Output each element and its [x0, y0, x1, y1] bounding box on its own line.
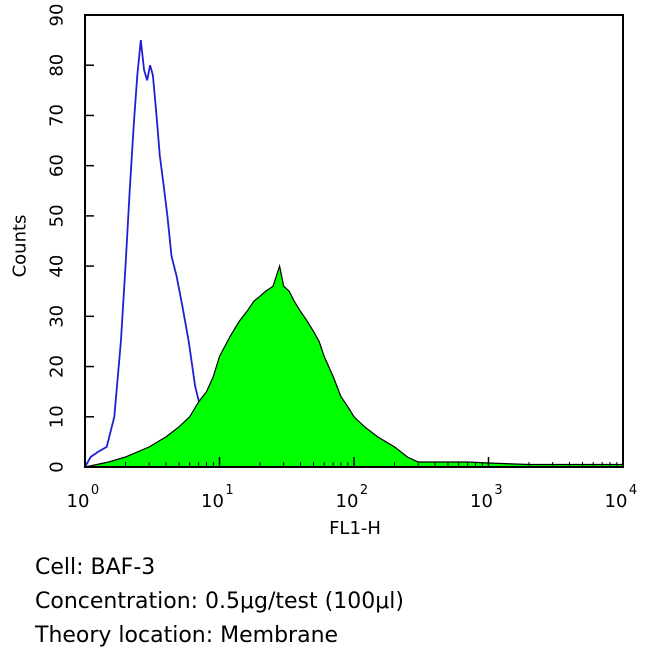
location-label: Theory location: Membrane: [35, 623, 339, 648]
x-tick-exponent: 1: [225, 483, 233, 498]
series-1-area: [85, 266, 623, 467]
y-tick-label: 40: [47, 255, 68, 278]
y-tick-label: 90: [47, 4, 68, 27]
x-tick-label: 10: [605, 491, 628, 512]
y-tick-label: 10: [47, 405, 68, 428]
x-tick-label: 10: [67, 491, 90, 512]
series-1-edge: [84, 263, 623, 468]
cell-label: Cell: BAF-3: [35, 555, 156, 580]
series-0-line: [84, 40, 211, 468]
concentration-label: Concentration: 0.5μg/test (100μl): [35, 589, 404, 614]
y-tick-label: 30: [47, 305, 68, 328]
x-tick-exponent: 0: [91, 483, 99, 498]
y-tick-label: 80: [47, 54, 68, 77]
x-tick-label: 10: [470, 491, 493, 512]
y-tick-label: 20: [47, 355, 68, 378]
x-tick-label: 10: [201, 491, 224, 512]
x-tick-label: 10: [336, 491, 359, 512]
x-tick-exponent: 2: [360, 483, 368, 498]
y-tick-label: 50: [47, 204, 68, 227]
y-tick-label: 0: [47, 461, 68, 472]
x-tick-exponent: 3: [494, 483, 502, 498]
x-tick-exponent: 4: [629, 483, 637, 498]
y-tick-label: 60: [47, 154, 68, 177]
x-axis-label: FL1-H: [329, 518, 381, 539]
y-axis-label: Counts: [10, 215, 31, 278]
histogram-chart: 0102030405060708090100101102103104FL1-HC…: [10, 4, 638, 539]
y-tick-label: 70: [47, 104, 68, 127]
plot-frame: [84, 14, 624, 468]
